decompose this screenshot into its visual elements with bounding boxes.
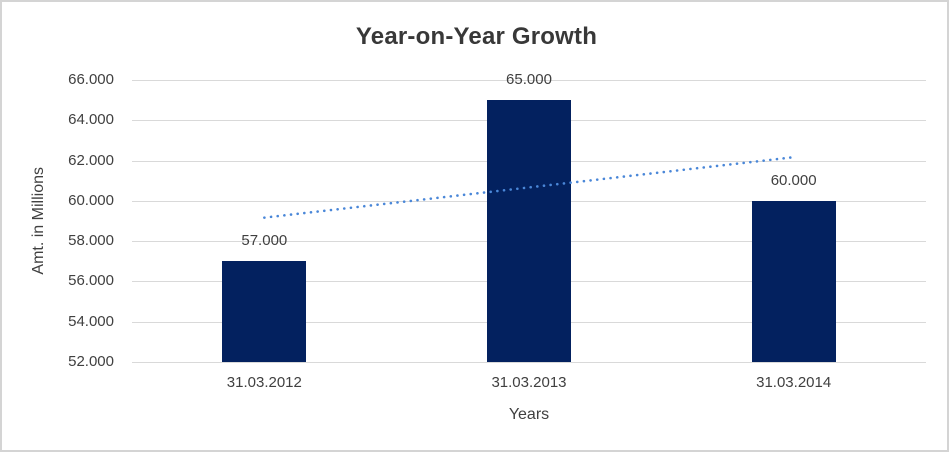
bar-value-label: 57.000 <box>241 232 288 250</box>
y-axis-title-wrap: Amt. in Millions <box>26 80 52 362</box>
y-axis-tick-label: 52.000 <box>68 353 114 370</box>
y-axis-tick-label: 64.000 <box>68 111 114 129</box>
y-axis-tick-label: 56.000 <box>68 272 114 290</box>
bar <box>222 261 307 362</box>
bar <box>487 100 571 362</box>
y-axis-tick-label: 54.000 <box>68 312 114 330</box>
x-axis-tick-label: 31.03.2013 <box>491 374 567 391</box>
gridline <box>132 80 926 81</box>
gridline <box>132 362 926 363</box>
bar-value-label: 65.000 <box>506 71 552 89</box>
bar <box>751 200 836 362</box>
x-axis-title: Years <box>508 406 550 423</box>
y-axis-tick-label: 66.000 <box>68 71 114 88</box>
y-axis-tick-label: 62.000 <box>68 151 114 169</box>
y-axis-tick-label: 60.000 <box>68 191 114 209</box>
y-axis-tick-label: 58.000 <box>68 232 114 250</box>
bar-value-label: 60.000 <box>770 171 817 189</box>
x-axis-tick-label: 31.03.2014 <box>756 374 832 391</box>
x-axis-tick-label: 31.03.2012 <box>226 374 302 391</box>
y-axis-title: Amt. in Millions <box>30 167 47 275</box>
chart-title: Year-on-Year Growth <box>355 23 598 50</box>
